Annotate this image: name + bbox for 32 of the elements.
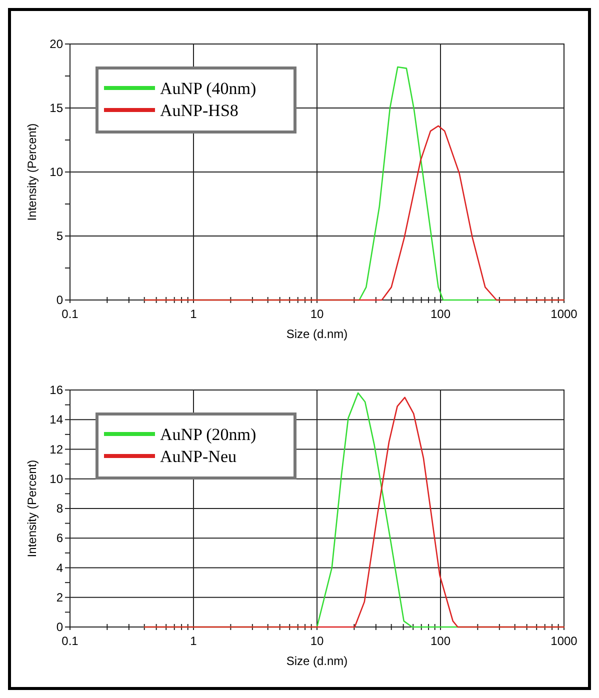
x-tick-label: 10 — [310, 307, 324, 321]
y-tick-label: 4 — [56, 560, 64, 575]
x-tick-label: 1000 — [550, 634, 578, 648]
x-tick-label: 100 — [430, 307, 451, 321]
x-tick-label: 1000 — [550, 307, 578, 321]
y-tick-label: 8 — [56, 502, 64, 516]
y-tick-label: 14 — [50, 412, 64, 427]
x-axis-title: Size (d.nm) — [286, 327, 348, 341]
x-tick-label: 0.1 — [62, 634, 79, 648]
y-tick-label: 10 — [50, 165, 64, 179]
y-tick-label: 5 — [56, 229, 64, 243]
x-tick-label: 10 — [310, 634, 324, 648]
legend-label: AuNP (40nm) — [160, 79, 256, 98]
y-tick-label: 0 — [56, 293, 64, 307]
y-tick-label: 20 — [50, 37, 64, 51]
y-tick-label: 2 — [56, 590, 64, 604]
y-tick-label: 16 — [50, 383, 64, 397]
x-tick-label: 1 — [190, 634, 198, 648]
y-tick-label: 0 — [56, 620, 64, 634]
legend-label: AuNP-HS8 — [160, 101, 238, 120]
x-axis-title: Size (d.nm) — [286, 654, 348, 668]
x-tick-label: 0.1 — [62, 307, 79, 321]
y-tick-label: 12 — [50, 442, 64, 456]
y-axis-title: Intensity (Percent) — [25, 123, 39, 221]
legend-label: AuNP-Neu — [160, 447, 237, 466]
y-tick-label: 15 — [50, 101, 64, 115]
x-tick-label: 1 — [190, 307, 198, 321]
legend-label: AuNP (20nm) — [160, 425, 256, 444]
x-tick-label: 100 — [430, 634, 451, 648]
y-tick-label: 10 — [50, 472, 64, 486]
y-tick-label: 6 — [56, 531, 64, 546]
y-axis-title: Intensity (Percent) — [25, 460, 39, 558]
